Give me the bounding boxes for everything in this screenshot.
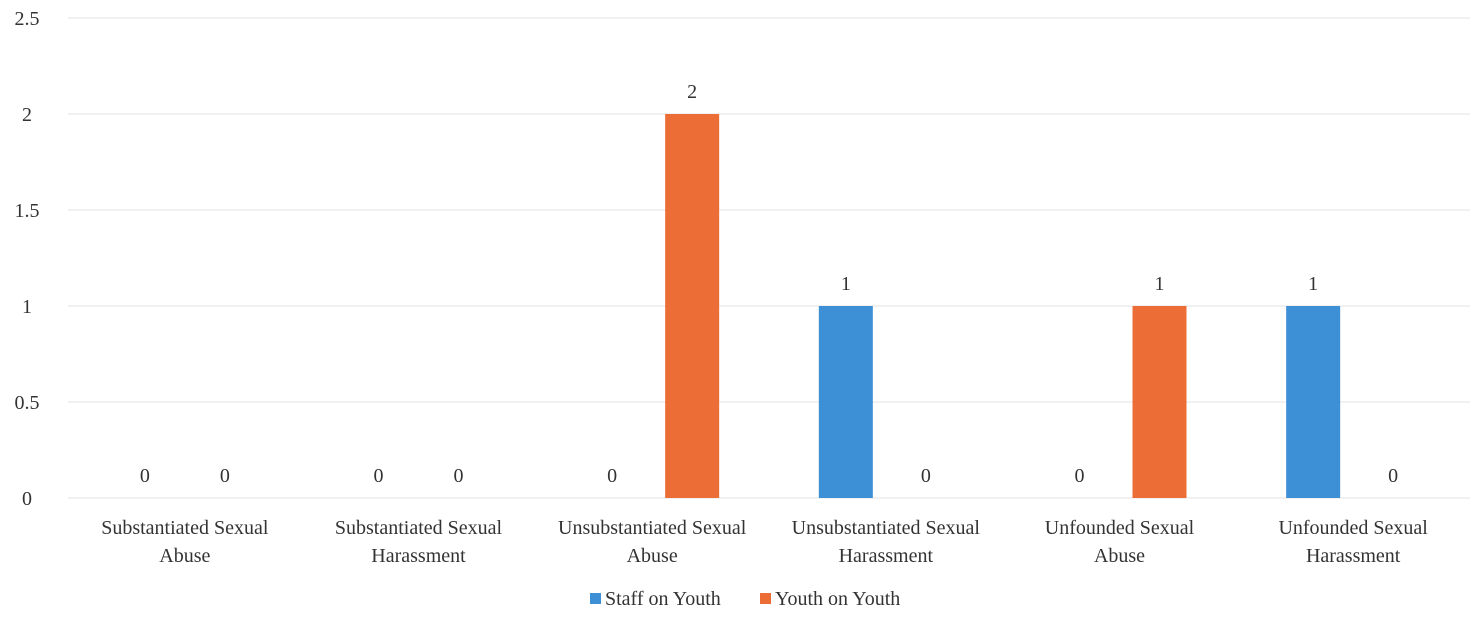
legend-swatch	[760, 593, 771, 604]
y-axis-ticks: 0 0.5 1 1.5 2 2.5	[15, 8, 40, 510]
y-tick-label: 1.5	[15, 200, 40, 222]
gridlines	[68, 17, 1470, 499]
data-label: 0	[454, 465, 464, 487]
data-label: 2	[687, 81, 697, 103]
data-label: 0	[921, 465, 931, 487]
category-label: Unfounded Sexual	[1278, 517, 1428, 539]
data-label: 1	[1155, 273, 1165, 295]
category-label: Unsubstantiated Sexual	[792, 517, 981, 539]
legend-label: Youth on Youth	[775, 588, 900, 610]
bar	[818, 306, 873, 498]
category-label: Harassment	[1306, 545, 1401, 567]
bars	[665, 114, 1341, 498]
data-label: 0	[1075, 465, 1085, 487]
y-tick-label: 0.5	[15, 392, 40, 414]
data-label: 0	[140, 465, 150, 487]
data-label: 0	[607, 465, 617, 487]
category-label: Abuse	[159, 545, 210, 567]
y-tick-label: 1	[22, 296, 32, 318]
category-label: Abuse	[1094, 545, 1145, 567]
category-label: Harassment	[371, 545, 466, 567]
category-label: Unfounded Sexual	[1045, 517, 1195, 539]
data-label: 0	[1388, 465, 1398, 487]
y-tick-label: 2	[22, 104, 32, 126]
x-axis-categories: Substantiated Sexual Abuse Substantiated S…	[101, 517, 1428, 567]
category-label: Harassment	[839, 545, 934, 567]
data-labels: 0 0 0 0 0 2 1 0 0 1 1 0	[140, 81, 1398, 487]
category-label: Abuse	[627, 545, 678, 567]
data-label: 1	[841, 273, 851, 295]
legend: Staff on Youth Youth on Youth	[590, 588, 900, 610]
bar	[1132, 306, 1187, 498]
bar	[1286, 306, 1341, 498]
data-label: 0	[374, 465, 384, 487]
legend-label: Staff on Youth	[605, 588, 721, 610]
data-label: 0	[220, 465, 230, 487]
category-label: Substantiated Sexual	[101, 517, 269, 539]
category-label: Unsubstantiated Sexual	[558, 517, 747, 539]
y-tick-label: 2.5	[15, 8, 40, 30]
y-tick-label: 0	[22, 488, 32, 510]
legend-swatch	[590, 593, 601, 604]
bar	[665, 114, 720, 498]
data-label: 1	[1308, 273, 1318, 295]
category-label: Substantiated Sexual	[335, 517, 503, 539]
